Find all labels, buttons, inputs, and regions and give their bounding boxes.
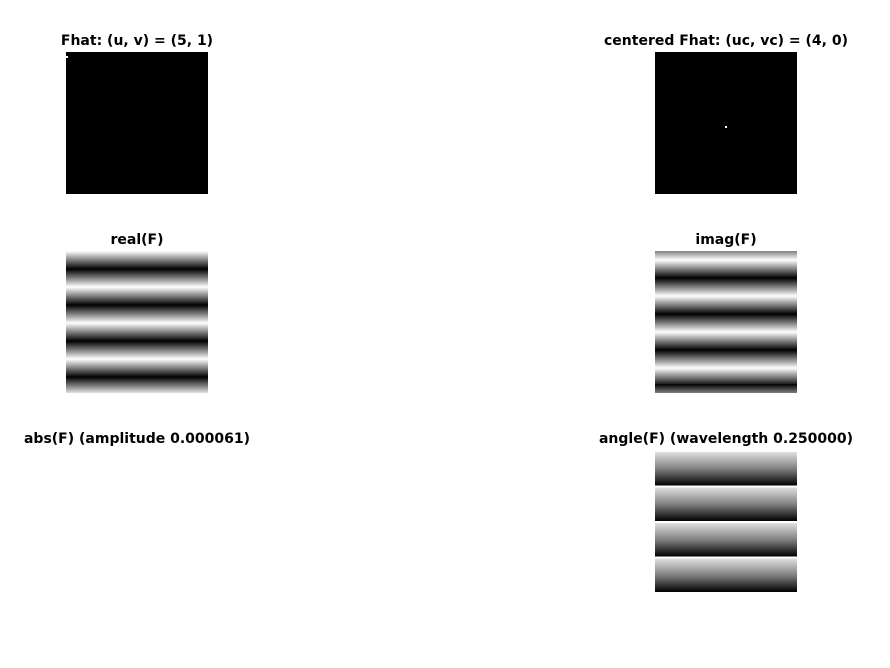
angle-band — [655, 558, 797, 592]
angle-band — [655, 487, 797, 521]
centered-fhat-image — [655, 52, 797, 194]
real-title: real(F) — [110, 232, 164, 248]
fhat-peak — [66, 56, 68, 58]
imag-image — [655, 251, 797, 393]
centered-fhat-peak — [725, 126, 727, 128]
angle-band — [655, 452, 797, 486]
abs-image — [66, 450, 208, 592]
angle-title: angle(F) (wavelength 0.250000) — [598, 431, 854, 447]
imag-title: imag(F) — [695, 232, 757, 248]
centered-fhat-title: centered Fhat: (uc, vc) = (4, 0) — [603, 33, 849, 49]
real-image — [66, 251, 208, 393]
angle-band — [655, 523, 797, 557]
abs-title: abs(F) (amplitude 0.000061) — [23, 431, 251, 447]
angle-image — [655, 452, 797, 594]
fhat-title: Fhat: (u, v) = (5, 1) — [60, 33, 214, 49]
fhat-image — [66, 52, 208, 194]
angle-sawtooth — [655, 452, 797, 592]
